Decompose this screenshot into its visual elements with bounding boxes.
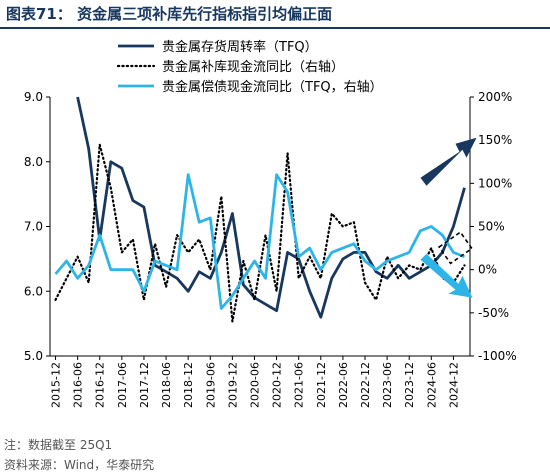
series-line [76, 96, 466, 319]
chart-legend: 贵金属存货周转率（TFQ） 贵金属补库现金流同比（右轴） 贵金属偿债现金流同比（TF… [116, 39, 383, 95]
x-tick-label: 2019-06 [204, 362, 217, 408]
right-tick-label: -100% [478, 349, 517, 363]
right-tick-label: 150% [478, 133, 512, 147]
chart-series [54, 96, 466, 323]
left-tick-label: 9.0 [24, 90, 43, 104]
line-chart: 5.0 6.0 7.0 8.0 9.0 -100% -50% 0% 50% 100% 150% 200… [24, 39, 517, 408]
right-tick-label: 200% [478, 90, 512, 104]
footnote: 注：数据截至 25Q1 [4, 438, 113, 452]
x-tick-label: 2020-12 [271, 362, 284, 408]
chart-axes: 5.0 6.0 7.0 8.0 9.0 -100% -50% 0% 50% 100% 150% 200… [24, 90, 517, 408]
left-tick-label: 8.0 [24, 155, 43, 169]
left-tick-label: 7.0 [24, 220, 43, 234]
right-tick-label: 50% [478, 220, 505, 234]
x-tick-label: 2022-12 [359, 362, 372, 408]
x-tick-label: 2017-06 [116, 362, 129, 408]
series-line [54, 173, 466, 310]
left-tick-label: 6.0 [24, 284, 43, 298]
x-tick-label: 2018-12 [182, 362, 195, 408]
x-tick-label: 2024-12 [447, 362, 460, 408]
down-arrow [420, 253, 473, 298]
legend-label: 贵金属补库现金流同比（右轴） [162, 59, 344, 75]
title-divider [0, 27, 550, 29]
legend-label: 贵金属存货周转率（TFQ） [162, 39, 318, 55]
x-tick-label: 2021-06 [293, 362, 306, 408]
x-tick-label: 2017-12 [138, 362, 151, 408]
x-tick-label: 2015-12 [50, 362, 63, 408]
legend-label: 贵金属偿债现金流同比（TFQ，右轴） [162, 79, 383, 95]
x-tick-label: 2016-12 [94, 362, 107, 408]
x-tick-label: 2023-12 [403, 362, 416, 408]
x-tick-label: 2018-06 [160, 362, 173, 408]
x-tick-label: 2022-06 [337, 362, 350, 408]
left-tick-label: 5.0 [24, 349, 43, 363]
x-tick-label: 2020-06 [248, 362, 261, 408]
x-tick-label: 2023-06 [381, 362, 394, 408]
source-note: 资料来源：Wind，华泰研究 [4, 458, 155, 472]
x-tick-label: 2019-12 [226, 362, 239, 408]
right-tick-label: 0% [478, 263, 497, 277]
title-bar: 图表71： 资金属三项补库先行指标指引均偏正面 [0, 0, 550, 29]
right-tick-label: 100% [478, 176, 512, 190]
x-tick-label: 2016-06 [72, 362, 85, 408]
chart-annotations [420, 137, 477, 298]
right-tick-label: -50% [478, 306, 509, 320]
up-arrow [420, 137, 477, 186]
page-title: 图表71： 资金属三项补库先行指标指引均偏正面 [6, 5, 333, 23]
series-line [54, 143, 466, 323]
x-tick-label: 2021-12 [315, 362, 328, 408]
x-tick-label: 2024-06 [425, 362, 438, 408]
dashed-box [437, 231, 473, 265]
